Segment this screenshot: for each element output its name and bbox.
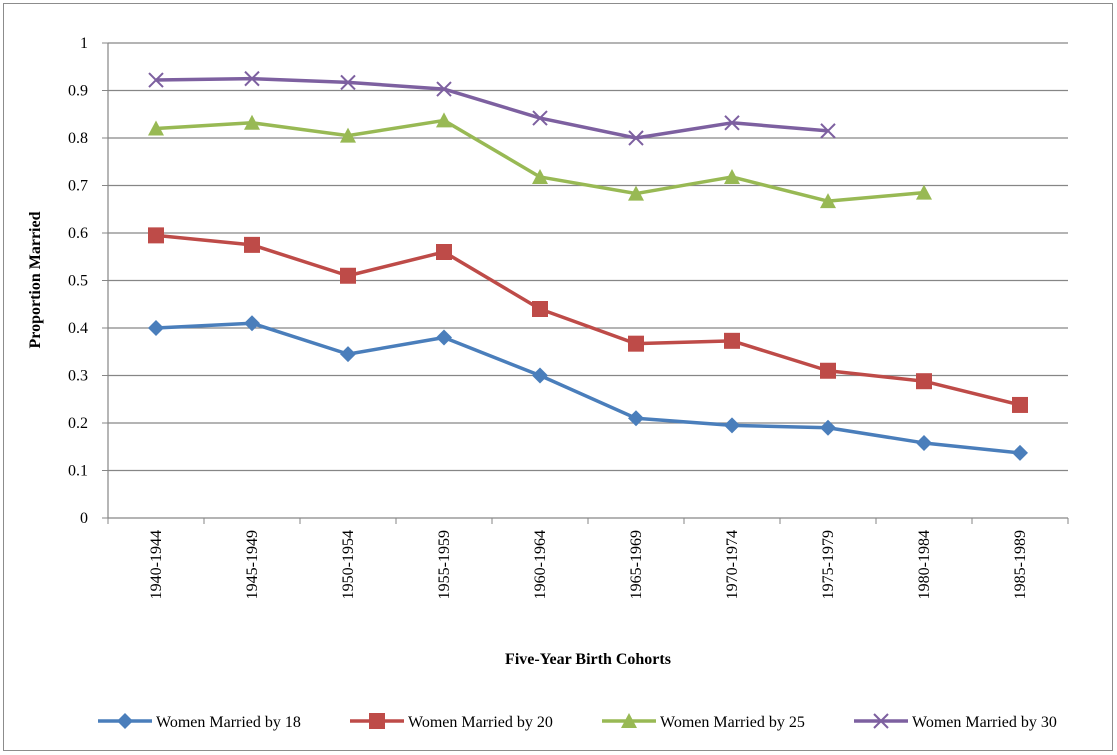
y-tick-label: 0 bbox=[80, 510, 88, 527]
data-point bbox=[436, 329, 452, 346]
data-point bbox=[724, 115, 740, 131]
y-tick-label: 0.5 bbox=[68, 273, 88, 290]
y-tick-label: 0.8 bbox=[68, 130, 88, 147]
data-point bbox=[628, 410, 644, 427]
data-point bbox=[724, 168, 740, 184]
x-tick-label: 1940-1944 bbox=[148, 530, 165, 599]
legend-label: Women Married by 30 bbox=[912, 714, 1057, 731]
x-tick-label: 1965-1969 bbox=[628, 530, 645, 599]
data-point bbox=[724, 417, 740, 434]
data-point bbox=[724, 332, 740, 349]
y-tick-label: 0.4 bbox=[68, 320, 88, 337]
series-line bbox=[155, 118, 925, 203]
legend: Women Married by 18 Women Married by 20 Wo… bbox=[98, 713, 1057, 731]
legend-item: Women Married by 30 bbox=[854, 713, 1057, 731]
series-3 bbox=[148, 112, 932, 209]
legend-label: Women Married by 25 bbox=[660, 714, 805, 731]
data-point bbox=[820, 123, 836, 139]
x-tick-label: 1975-1979 bbox=[820, 530, 837, 599]
data-point bbox=[820, 419, 836, 436]
data-point bbox=[148, 72, 164, 88]
x-tick-label: 1955-1959 bbox=[436, 530, 453, 599]
data-point bbox=[117, 713, 133, 729]
data-point bbox=[244, 236, 260, 253]
data-point bbox=[436, 244, 452, 260]
x-tick-label: 1980-1984 bbox=[916, 530, 933, 599]
y-tick-label: 0.3 bbox=[68, 368, 88, 385]
data-point bbox=[532, 301, 548, 317]
data-point bbox=[820, 362, 836, 379]
data-point bbox=[148, 320, 164, 336]
data-point bbox=[916, 373, 932, 390]
data-point bbox=[820, 193, 836, 209]
y-tick-label: 1 bbox=[80, 35, 88, 52]
data-point bbox=[532, 367, 548, 384]
x-tick-labels: 1940-1944 1945-1949 1950-1954 1955-1959 1960… bbox=[148, 530, 1029, 599]
data-point bbox=[628, 130, 644, 146]
series-4 bbox=[148, 70, 836, 146]
series-line bbox=[155, 233, 1021, 407]
x-tick-label: 1970-1974 bbox=[724, 530, 741, 599]
data-point bbox=[436, 112, 452, 128]
legend-label: Women Married by 18 bbox=[156, 714, 301, 731]
data-point bbox=[340, 74, 356, 91]
data-point bbox=[244, 114, 260, 130]
x-tick-label: 1985-1989 bbox=[1012, 530, 1029, 599]
data-point bbox=[628, 335, 644, 352]
series-2 bbox=[148, 227, 1028, 413]
y-axis-title: Proportion Married bbox=[27, 211, 44, 348]
series-line bbox=[155, 76, 829, 140]
data-point bbox=[621, 713, 637, 728]
data-point bbox=[1012, 396, 1028, 413]
data-point bbox=[340, 127, 356, 143]
y-tick-label: 0.6 bbox=[68, 225, 88, 242]
x-tick-label: 1950-1954 bbox=[340, 530, 357, 599]
y-tick-label: 0.1 bbox=[68, 463, 88, 480]
x-tick-label: 1945-1949 bbox=[244, 530, 261, 599]
y-tick-label: 0.9 bbox=[68, 83, 88, 100]
data-point bbox=[1012, 444, 1028, 461]
data-point bbox=[244, 70, 260, 87]
data-point bbox=[873, 713, 889, 729]
data-point bbox=[148, 227, 164, 244]
data-point bbox=[916, 434, 932, 451]
y-tick-label: 0.2 bbox=[68, 415, 88, 432]
data-point bbox=[532, 168, 548, 184]
legend-item: Women Married by 18 bbox=[98, 713, 301, 731]
data-point bbox=[916, 184, 932, 200]
data-point bbox=[532, 110, 548, 126]
data-point bbox=[340, 346, 356, 363]
data-point bbox=[628, 185, 644, 201]
x-axis-title: Five-Year Birth Cohorts bbox=[505, 651, 671, 668]
gridlines bbox=[108, 42, 1068, 472]
data-point bbox=[340, 267, 356, 284]
data-point bbox=[244, 315, 260, 332]
legend-item: Women Married by 20 bbox=[350, 713, 553, 731]
series-1 bbox=[148, 315, 1028, 461]
data-point bbox=[369, 713, 385, 729]
series-line bbox=[155, 321, 1021, 455]
legend-label: Women Married by 20 bbox=[408, 714, 553, 731]
y-tick-label: 0.7 bbox=[68, 178, 88, 195]
legend-item: Women Married by 25 bbox=[602, 713, 805, 731]
series-lines bbox=[148, 70, 1028, 461]
data-point bbox=[436, 81, 452, 97]
data-point bbox=[148, 120, 164, 136]
axes bbox=[102, 42, 1069, 524]
x-tick-label: 1960-1964 bbox=[532, 530, 549, 599]
y-tick-labels: 0 0.1 0.2 0.3 0.4 0.5 0.6 0.7 0.8 0.9 1 bbox=[68, 35, 88, 527]
